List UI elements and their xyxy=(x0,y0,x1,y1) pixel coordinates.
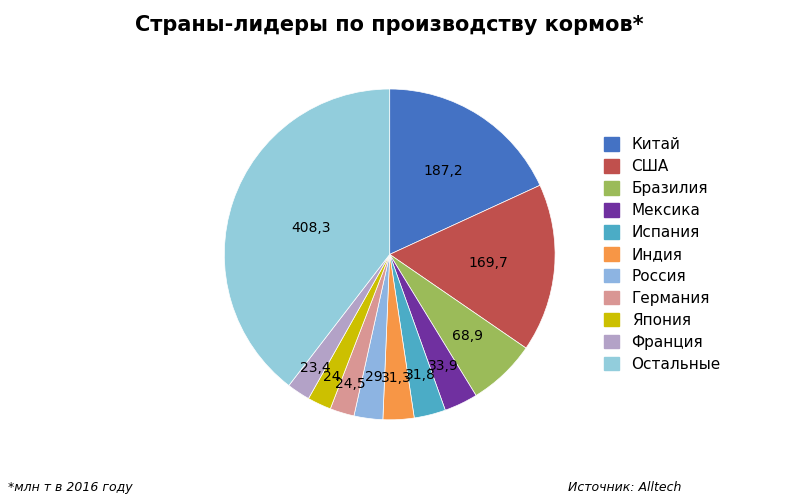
Wedge shape xyxy=(331,254,390,416)
Text: 29: 29 xyxy=(365,371,383,384)
Title: Страны-лидеры по производству кормов*: Страны-лидеры по производству кормов* xyxy=(136,15,644,35)
Text: 23,4: 23,4 xyxy=(300,361,330,374)
Wedge shape xyxy=(390,186,555,348)
Wedge shape xyxy=(390,254,445,418)
Wedge shape xyxy=(354,254,390,420)
Wedge shape xyxy=(289,254,390,398)
Text: *млн т в 2016 году: *млн т в 2016 году xyxy=(8,481,133,494)
Wedge shape xyxy=(390,89,540,254)
Text: 187,2: 187,2 xyxy=(424,164,463,178)
Text: 24: 24 xyxy=(323,370,341,384)
Wedge shape xyxy=(390,254,476,410)
Wedge shape xyxy=(390,254,526,395)
Text: 33,9: 33,9 xyxy=(428,359,458,373)
Wedge shape xyxy=(224,89,390,385)
Text: 24,5: 24,5 xyxy=(335,377,366,391)
Legend: Китай, США, Бразилия, Мексика, Испания, Индия, Россия, Германия, Япония, Франция: Китай, США, Бразилия, Мексика, Испания, … xyxy=(604,137,721,372)
Text: 408,3: 408,3 xyxy=(292,221,331,235)
Text: 68,9: 68,9 xyxy=(451,329,483,343)
Text: 31,3: 31,3 xyxy=(381,372,412,385)
Text: 31,8: 31,8 xyxy=(405,368,436,382)
Wedge shape xyxy=(383,254,414,420)
Text: Источник: Alltech: Источник: Alltech xyxy=(568,481,682,494)
Text: 169,7: 169,7 xyxy=(469,256,508,270)
Wedge shape xyxy=(308,254,390,409)
